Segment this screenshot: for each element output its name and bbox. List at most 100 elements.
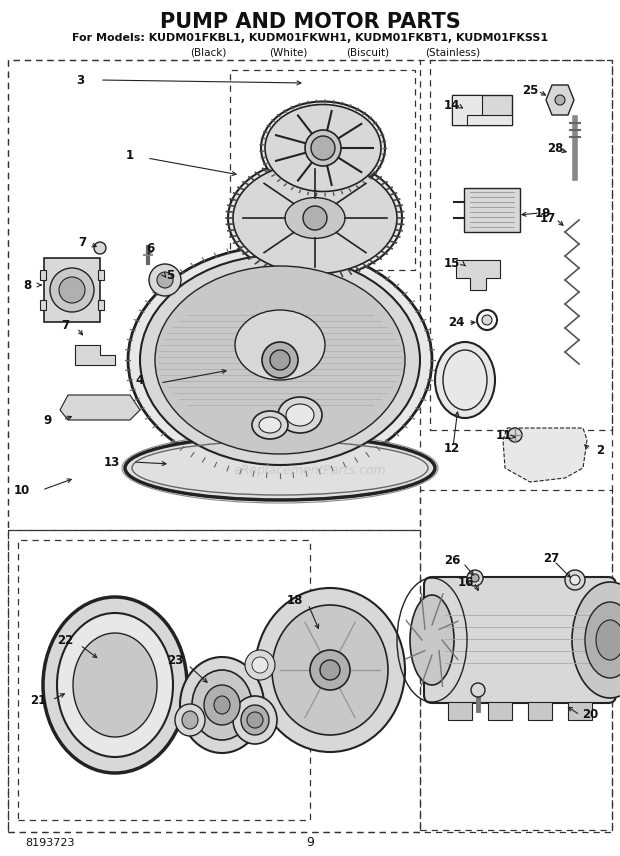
- Text: 17: 17: [540, 211, 556, 224]
- Ellipse shape: [586, 595, 620, 685]
- Ellipse shape: [285, 198, 345, 239]
- Text: 18: 18: [287, 593, 303, 607]
- Text: 26: 26: [444, 554, 460, 567]
- Text: 1: 1: [126, 148, 134, 162]
- Bar: [40, 270, 46, 280]
- Text: 8193723: 8193723: [25, 838, 74, 848]
- Bar: [568, 702, 592, 720]
- Ellipse shape: [228, 158, 402, 277]
- Text: For Models: KUDM01FKBL1, KUDM01FKWH1, KUDM01FKBT1, KUDM01FKSS1: For Models: KUDM01FKBL1, KUDM01FKWH1, KU…: [72, 33, 548, 43]
- Circle shape: [303, 206, 327, 230]
- Ellipse shape: [59, 277, 85, 303]
- Bar: [8, 60, 420, 530]
- Bar: [448, 702, 472, 720]
- Text: 24: 24: [448, 316, 464, 329]
- Ellipse shape: [157, 272, 173, 288]
- Circle shape: [311, 136, 335, 160]
- Ellipse shape: [233, 696, 277, 744]
- Text: 6: 6: [146, 241, 154, 254]
- Bar: [8, 530, 420, 832]
- Polygon shape: [456, 260, 500, 290]
- Ellipse shape: [585, 602, 620, 678]
- Bar: [528, 702, 552, 720]
- Text: 3: 3: [76, 74, 84, 86]
- Circle shape: [471, 683, 485, 697]
- Text: 12: 12: [444, 442, 460, 455]
- Ellipse shape: [286, 404, 314, 426]
- Ellipse shape: [235, 310, 325, 380]
- Ellipse shape: [233, 163, 397, 274]
- Ellipse shape: [73, 633, 157, 737]
- Bar: [98, 270, 104, 280]
- Ellipse shape: [57, 613, 173, 757]
- Ellipse shape: [245, 650, 275, 680]
- Text: 25: 25: [522, 84, 538, 97]
- Ellipse shape: [255, 588, 405, 752]
- Bar: [40, 300, 46, 310]
- Ellipse shape: [252, 411, 288, 439]
- Ellipse shape: [128, 246, 432, 474]
- Bar: [430, 60, 612, 430]
- Ellipse shape: [241, 705, 269, 735]
- Circle shape: [320, 660, 340, 680]
- Text: (Black): (Black): [190, 47, 226, 57]
- Ellipse shape: [182, 711, 198, 729]
- Ellipse shape: [180, 657, 264, 753]
- Ellipse shape: [192, 670, 252, 740]
- Ellipse shape: [272, 605, 388, 735]
- Ellipse shape: [572, 582, 620, 698]
- Text: 19: 19: [535, 206, 551, 219]
- Circle shape: [508, 428, 522, 442]
- Circle shape: [482, 315, 492, 325]
- Polygon shape: [503, 428, 587, 482]
- Polygon shape: [546, 85, 574, 115]
- Text: 7: 7: [78, 235, 86, 248]
- Bar: [98, 300, 104, 310]
- Ellipse shape: [261, 102, 385, 194]
- Ellipse shape: [149, 264, 181, 296]
- Text: 22: 22: [57, 633, 73, 646]
- Text: 2: 2: [596, 443, 604, 456]
- Bar: [467, 115, 512, 125]
- Text: eReplacementParts.com: eReplacementParts.com: [234, 463, 386, 477]
- Ellipse shape: [410, 595, 454, 685]
- Text: 27: 27: [543, 551, 559, 564]
- Circle shape: [565, 570, 585, 590]
- Bar: [44, 258, 100, 322]
- Text: 9: 9: [44, 413, 52, 426]
- Text: (Biscuit): (Biscuit): [347, 47, 389, 57]
- Text: 10: 10: [14, 484, 30, 496]
- Text: 15: 15: [444, 257, 460, 270]
- Ellipse shape: [214, 696, 230, 714]
- Ellipse shape: [259, 417, 281, 433]
- Text: 5: 5: [166, 269, 174, 282]
- Ellipse shape: [175, 704, 205, 736]
- Bar: [308, 175, 328, 192]
- Circle shape: [310, 650, 350, 690]
- Ellipse shape: [50, 268, 94, 312]
- Text: 11: 11: [496, 429, 512, 442]
- Text: 23: 23: [167, 653, 183, 667]
- Ellipse shape: [265, 104, 381, 192]
- FancyBboxPatch shape: [424, 577, 616, 703]
- Text: 21: 21: [30, 693, 46, 706]
- Circle shape: [467, 570, 483, 586]
- Ellipse shape: [125, 436, 435, 500]
- Ellipse shape: [140, 255, 420, 465]
- Text: PUMP AND MOTOR PARTS: PUMP AND MOTOR PARTS: [159, 12, 461, 32]
- Bar: [420, 490, 612, 830]
- Circle shape: [555, 95, 565, 105]
- Circle shape: [94, 242, 106, 254]
- Text: 20: 20: [582, 709, 598, 722]
- Ellipse shape: [252, 657, 268, 673]
- Text: (Stainless): (Stainless): [425, 47, 480, 57]
- Circle shape: [270, 350, 290, 370]
- Polygon shape: [60, 395, 140, 420]
- Ellipse shape: [204, 685, 240, 725]
- Text: 8: 8: [23, 278, 31, 292]
- Polygon shape: [75, 345, 115, 365]
- Ellipse shape: [43, 597, 187, 773]
- Circle shape: [305, 130, 341, 166]
- Circle shape: [262, 342, 298, 378]
- Bar: [452, 95, 482, 125]
